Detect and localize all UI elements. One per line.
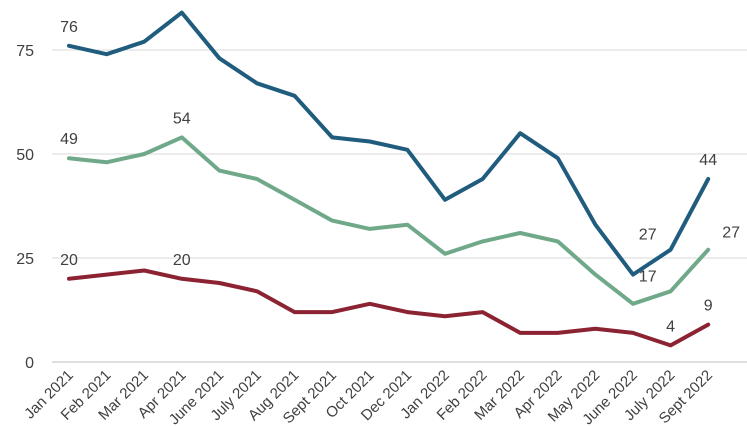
gridlines	[52, 49, 747, 363]
series-line-2	[67, 268, 711, 348]
series-lines	[67, 10, 711, 348]
data-label: 27	[722, 225, 740, 242]
data-label: 20	[60, 252, 78, 269]
data-label: 27	[639, 227, 657, 244]
data-label: 54	[173, 110, 191, 127]
series-line-1	[67, 135, 711, 306]
y-tick-label: 25	[16, 251, 34, 268]
y-tick-label: 50	[16, 147, 34, 164]
y-axis-ticks: 0 25 50 75	[16, 43, 34, 372]
series-line-0	[67, 10, 711, 277]
data-label: 76	[60, 19, 78, 36]
y-tick-label: 75	[16, 43, 34, 60]
data-label: 9	[704, 298, 713, 315]
data-label: 44	[699, 152, 717, 169]
data-label: 4	[666, 318, 675, 335]
data-label: 17	[639, 268, 657, 285]
data-label: 49	[60, 131, 78, 148]
data-label: 20	[173, 252, 191, 269]
y-tick-label: 0	[25, 355, 34, 372]
